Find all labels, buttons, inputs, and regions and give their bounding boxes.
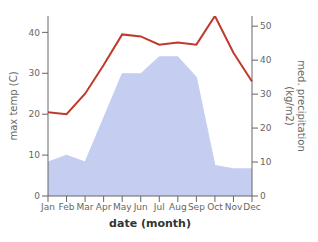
svg-text:Nov: Nov — [225, 202, 243, 212]
svg-text:30: 30 — [29, 68, 41, 78]
svg-text:Apr: Apr — [96, 202, 112, 212]
svg-text:date (month): date (month) — [109, 217, 191, 230]
svg-text:40: 40 — [260, 55, 272, 65]
svg-text:max temp (C): max temp (C) — [8, 71, 19, 140]
svg-text:Jan: Jan — [40, 202, 55, 212]
svg-text:20: 20 — [29, 109, 41, 119]
svg-text:10: 10 — [260, 157, 272, 167]
svg-text:med. precipitation(kg/m2): med. precipitation(kg/m2) — [284, 60, 307, 152]
svg-text:0: 0 — [34, 191, 40, 201]
svg-text:20: 20 — [260, 123, 272, 133]
svg-text:Feb: Feb — [59, 202, 75, 212]
svg-text:May: May — [113, 202, 132, 212]
svg-text:10: 10 — [29, 150, 41, 160]
svg-text:50: 50 — [260, 21, 272, 31]
svg-text:Dec: Dec — [243, 202, 260, 212]
svg-text:Aug: Aug — [169, 202, 187, 212]
svg-text:0: 0 — [260, 191, 266, 201]
svg-text:30: 30 — [260, 89, 272, 99]
svg-text:Oct: Oct — [207, 202, 223, 212]
svg-text:Mar: Mar — [77, 202, 94, 212]
svg-text:Jun: Jun — [133, 202, 148, 212]
svg-text:Sep: Sep — [188, 202, 205, 212]
svg-text:Jul: Jul — [153, 202, 165, 212]
svg-text:40: 40 — [29, 28, 41, 38]
